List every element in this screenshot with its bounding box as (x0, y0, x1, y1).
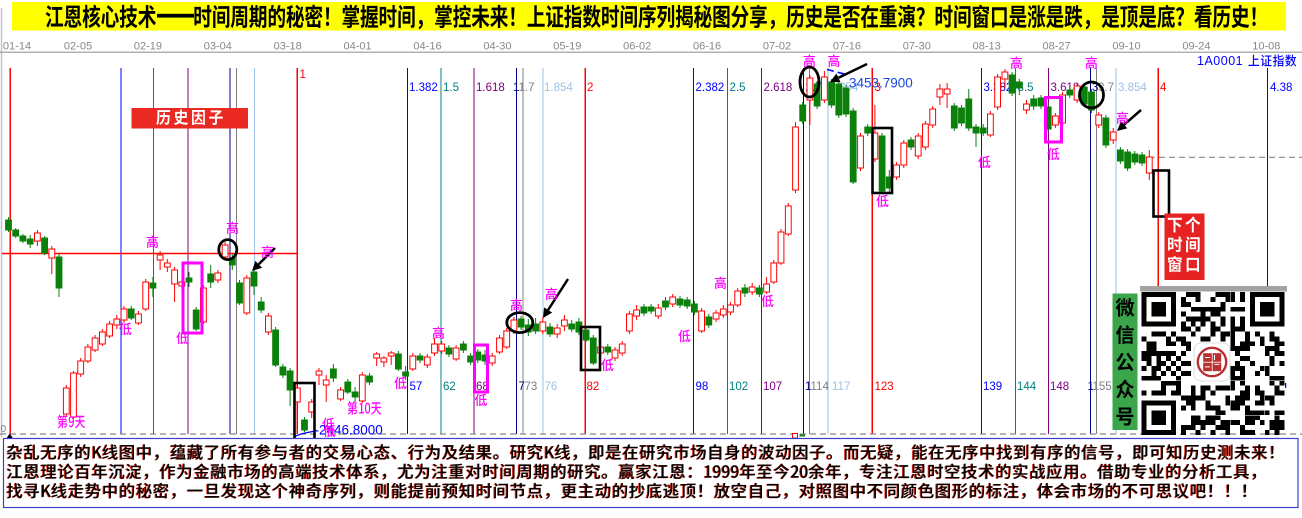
svg-text:123: 123 (875, 381, 894, 393)
svg-text:2: 2 (587, 82, 593, 94)
svg-text:1: 1 (300, 69, 306, 81)
svg-text:117: 117 (832, 381, 850, 393)
svg-text:148: 148 (1050, 381, 1069, 393)
svg-text:82: 82 (587, 381, 600, 393)
svg-text:7: 7 (519, 381, 525, 393)
svg-text:1: 1 (1088, 381, 1094, 393)
svg-text:68: 68 (476, 381, 489, 393)
svg-text:02-05: 02-05 (64, 41, 92, 53)
svg-text:3.854: 3.854 (1118, 82, 1147, 94)
svg-text:04-16: 04-16 (413, 41, 441, 53)
svg-text:01-14: 01-14 (3, 41, 31, 53)
svg-text:04-01: 04-01 (344, 41, 372, 53)
svg-text:62: 62 (443, 381, 456, 393)
svg-text:114: 114 (811, 381, 830, 393)
svg-text:07-16: 07-16 (833, 41, 861, 53)
svg-text:1.7: 1.7 (519, 82, 535, 94)
svg-text:08-27: 08-27 (1043, 41, 1071, 53)
svg-text:3: 3 (875, 82, 881, 94)
svg-text:1: 1 (805, 381, 811, 393)
svg-text:1.618: 1.618 (476, 82, 505, 94)
svg-text:1A0001: 1A0001 (1197, 54, 1243, 68)
svg-text:107: 107 (763, 381, 782, 393)
svg-text:144: 144 (1017, 381, 1037, 393)
svg-text:06-02: 06-02 (623, 41, 651, 53)
svg-text:06-16: 06-16 (693, 41, 721, 53)
svg-text:07-30: 07-30 (903, 41, 931, 53)
svg-text:1.5: 1.5 (443, 82, 459, 94)
svg-text:98: 98 (696, 381, 709, 393)
svg-text:05-19: 05-19 (553, 41, 581, 53)
svg-text:102: 102 (729, 381, 748, 393)
svg-text:3453.7900: 3453.7900 (849, 76, 913, 91)
svg-text:1.854: 1.854 (544, 82, 573, 94)
svg-text:08-13: 08-13 (973, 41, 1001, 53)
svg-text:4.38: 4.38 (1270, 82, 1292, 94)
svg-text:76: 76 (545, 381, 558, 393)
svg-text:03-04: 03-04 (204, 41, 232, 53)
svg-text:139: 139 (983, 381, 1002, 393)
svg-text:1.382: 1.382 (409, 82, 438, 94)
svg-text:2.382: 2.382 (696, 82, 725, 94)
svg-text:03-18: 03-18 (274, 41, 302, 53)
svg-text:1: 1 (513, 82, 519, 94)
svg-text:04-30: 04-30 (483, 41, 511, 53)
svg-text:3: 3 (1092, 82, 1098, 94)
svg-text:4: 4 (1160, 82, 1167, 94)
svg-text:57: 57 (410, 381, 423, 393)
svg-text:02-19: 02-19 (134, 41, 162, 53)
svg-text:09-10: 09-10 (1112, 41, 1140, 53)
svg-text:2.5: 2.5 (730, 82, 746, 94)
svg-text:0: 0 (1, 424, 7, 435)
svg-text:73: 73 (525, 381, 538, 393)
svg-text:155: 155 (1093, 381, 1112, 393)
svg-text:07-02: 07-02 (763, 41, 791, 53)
svg-text:09-24: 09-24 (1182, 41, 1210, 53)
svg-text:10-08: 10-08 (1252, 41, 1280, 53)
svg-text:2.618: 2.618 (764, 82, 793, 94)
